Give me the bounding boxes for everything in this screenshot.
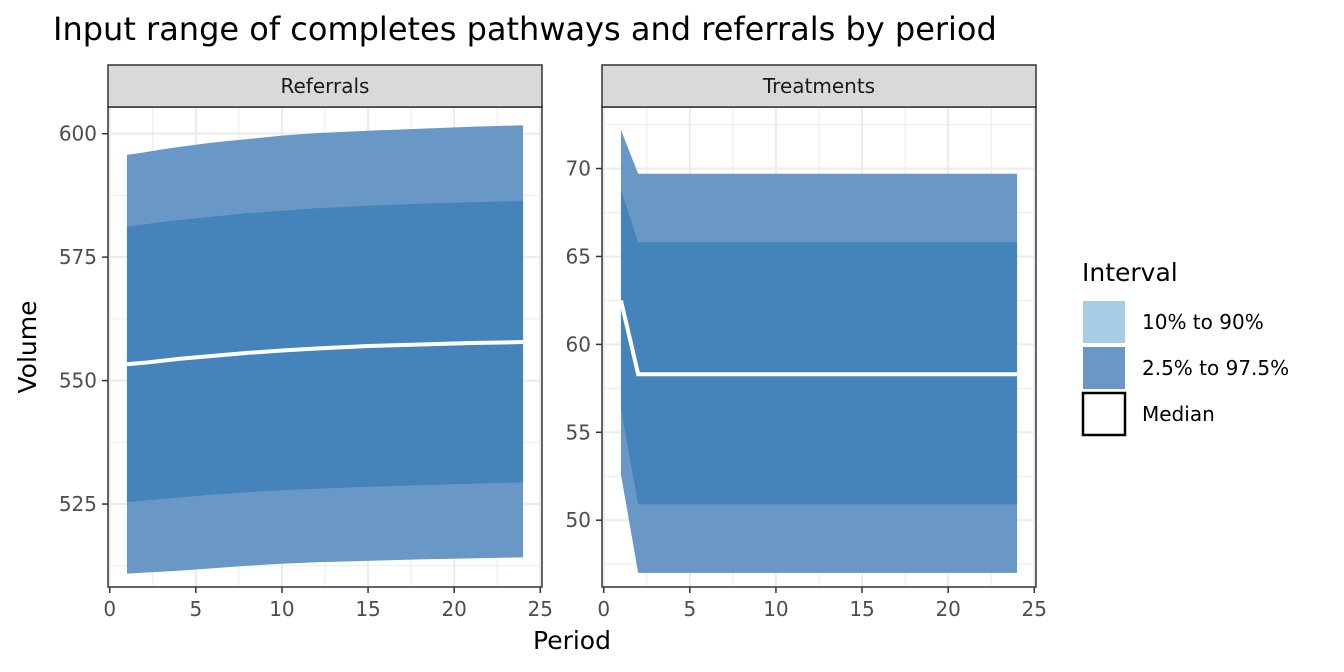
strip-background [601,64,1037,108]
y-tick-label: 575 [59,245,97,269]
y-tick-label: 50 [566,508,591,532]
y-tick-label: 600 [59,122,97,146]
x-tick-label: 5 [683,597,696,621]
legend-key [1081,391,1127,437]
legend-key [1083,347,1125,389]
y-axis-title: Volume [13,301,42,394]
facet-treatments: Treatments 0 5 10 15 20 25 50 55 60 65 70 [566,64,1047,621]
x-tick-label: 0 [103,597,116,621]
legend-label: 10% to 90% [1142,310,1264,334]
x-axis-title: Period [533,626,611,655]
y-tick-label: 55 [566,420,591,444]
median-line [618,299,1018,377]
y-tick-label: 70 [566,157,591,181]
facet-referrals: Referrals 0 5 10 15 20 25 525 550 575 600 [59,64,553,621]
legend-label: 2.5% to 97.5% [1142,356,1289,380]
strip-label: Referrals [281,74,370,98]
y-tick-label: 65 [566,244,591,268]
legend-key [1083,301,1125,343]
chart-title: Input range of completes pathways and re… [53,10,997,48]
x-tick-label: 20 [441,597,466,621]
x-tick-label: 0 [597,597,610,621]
strip-label: Treatments [762,74,875,98]
x-tick-label: 10 [763,597,788,621]
y-tick-label: 550 [59,369,97,393]
x-tick-label: 5 [189,597,202,621]
x-tick-label: 10 [269,597,294,621]
legend: Interval 10% to 90% 2.5% to 97.5% Median [1081,258,1289,437]
x-tick-label: 15 [849,597,874,621]
legend-label: Median [1142,402,1215,426]
x-tick-label: 25 [528,597,553,621]
x-tick-label: 25 [1022,597,1047,621]
band-10-90 [620,189,1018,505]
median-line [126,340,524,367]
band-10-90 [126,200,524,503]
y-tick-label: 525 [59,492,97,516]
x-tick-label: 20 [935,597,960,621]
strip-background [107,64,543,108]
y-tick-label: 60 [566,332,591,356]
x-tick-label: 15 [355,597,380,621]
legend-title: Interval [1082,258,1178,287]
